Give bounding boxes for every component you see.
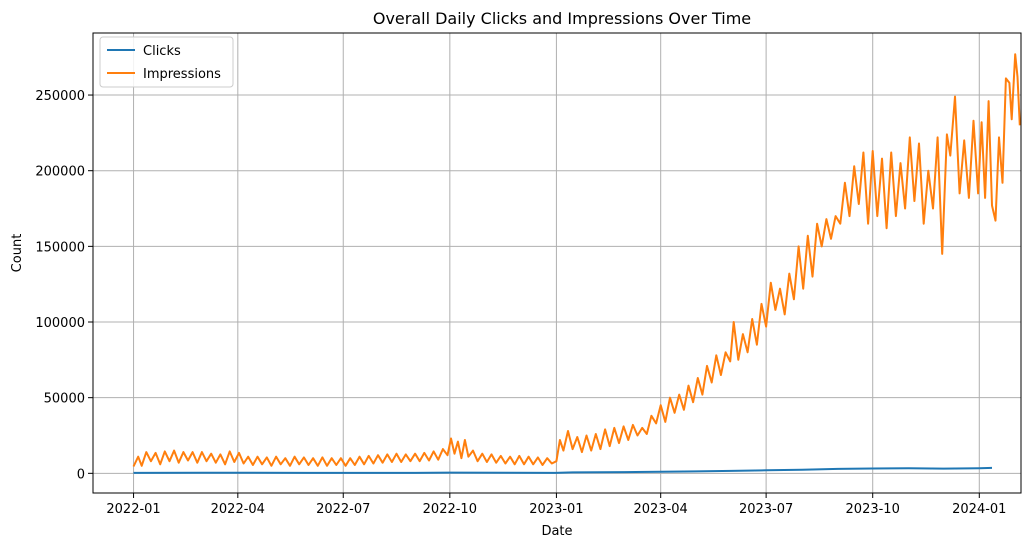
y-tick-label: 100000 (35, 316, 85, 331)
x-tick-label: 2022-04 (211, 502, 265, 517)
x-tick-label: 2023-04 (634, 502, 688, 517)
x-tick-label: 2023-10 (846, 502, 900, 517)
series-line-clicks (133, 466, 993, 474)
y-axis-ticks: 0 50000 100000 150000 200000 250000 (35, 89, 93, 482)
y-tick-label: 0 (77, 467, 85, 482)
x-axis-label: Date (541, 524, 572, 539)
x-tick-label: 2023-01 (529, 502, 583, 517)
y-tick-label: 50000 (44, 392, 85, 407)
series-line-impressions (132, 53, 1021, 467)
legend: Clicks Impressions (99, 36, 234, 88)
y-tick-label: 200000 (35, 165, 85, 180)
y-axis-label: Count (10, 234, 25, 273)
plot-frame (92, 32, 1022, 494)
y-tick-label: 250000 (35, 89, 85, 104)
chart-title: Overall Daily Clicks and Impressions Ove… (373, 9, 751, 28)
x-tick-label: 2022-10 (423, 502, 477, 517)
legend-label-impressions: Impressions (143, 67, 221, 82)
x-tick-label: 2023-07 (739, 502, 793, 517)
x-axis-ticks: 2022-01 2022-04 2022-07 2022-10 2023-01 2023-… (106, 493, 1006, 517)
x-tick-label: 2022-01 (106, 502, 160, 517)
x-tick-label: 2024-01 (952, 502, 1006, 517)
series-lines (132, 53, 1021, 474)
legend-label-clicks: Clicks (143, 44, 181, 59)
y-tick-label: 150000 (35, 240, 85, 255)
x-tick-label: 2022-07 (316, 502, 370, 517)
